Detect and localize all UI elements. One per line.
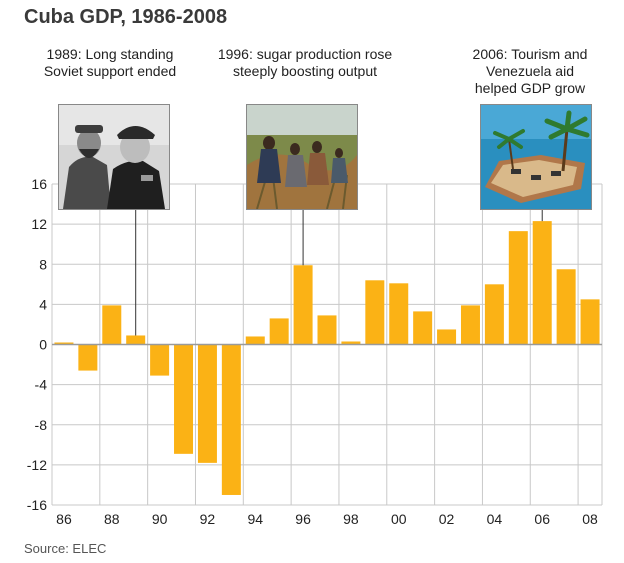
bar-2007: [556, 269, 576, 345]
bar-2002: [437, 329, 457, 345]
y-tick-label: 0: [39, 337, 47, 353]
annotation-1996-line-1: 1996: sugar production rose: [217, 46, 393, 62]
annotation-leaders: [135, 208, 543, 336]
x-tick-label: 96: [295, 511, 311, 527]
bar-1992: [197, 344, 217, 463]
x-tick-label: 02: [439, 511, 455, 527]
bar-1997: [317, 315, 337, 345]
y-tick-label: 4: [39, 296, 47, 312]
bar-1990: [150, 344, 170, 376]
bar-1998: [341, 341, 361, 345]
bars: [54, 221, 600, 495]
bar-2008: [580, 299, 600, 345]
source-note: Source: ELEC: [24, 541, 107, 556]
x-tick-label: 90: [152, 511, 168, 527]
bar-1995: [269, 318, 289, 345]
bar-2004: [484, 284, 504, 345]
y-tick-label: 8: [39, 256, 47, 272]
bar-2006: [532, 221, 552, 345]
bar-1993: [221, 344, 241, 495]
bar-1986: [54, 342, 74, 345]
y-tick-label: 12: [31, 216, 47, 232]
y-tick-label: 16: [31, 176, 47, 192]
sugar-harvest-photo: [246, 104, 358, 210]
x-tick-label: 88: [104, 511, 120, 527]
annotation-1996-line-2: steeply boosting output: [233, 63, 377, 79]
annotation-1989-line-1: 1989: Long standing: [46, 46, 174, 62]
x-tick-label: 94: [247, 511, 263, 527]
bar-2003: [460, 305, 480, 345]
axes: 16 12 8 4 0 -4 -8 -12 -16 86 88 90 92 94 96 98 00 02 04 06 0…: [27, 176, 602, 527]
bar-1996: [293, 265, 313, 345]
bar-1989: [126, 335, 146, 345]
resort-island-photo: [480, 104, 592, 210]
x-tick-label: 86: [56, 511, 72, 527]
bar-2001: [413, 311, 433, 345]
bar-1991: [174, 344, 194, 454]
annotation-2006: 2006: Tourism and Venezuela aid helped G…: [454, 46, 606, 97]
x-tick-label: 98: [343, 511, 359, 527]
y-tick-label: -4: [35, 377, 48, 393]
annotation-2006-line-3: helped GDP grow: [474, 80, 586, 96]
annotation-1996: 1996: sugar production rose steeply boos…: [202, 46, 408, 80]
x-tick-label: 08: [582, 511, 598, 527]
chart-title: Cuba GDP, 1986-2008: [24, 6, 228, 28]
bar-1988: [102, 305, 122, 345]
bar-2005: [508, 231, 528, 345]
annotation-2006-line-1: 2006: Tourism and: [472, 46, 588, 62]
castro-khrushchev-photo: [58, 104, 170, 210]
x-tick-label: 06: [534, 511, 550, 527]
annotation-1989-line-2: Soviet support ended: [43, 63, 177, 79]
bar-1987: [78, 344, 98, 371]
y-tick-label: -12: [27, 457, 47, 473]
x-tick-label: 04: [487, 511, 503, 527]
y-tick-label: -8: [35, 417, 48, 433]
y-tick-label: -16: [27, 497, 47, 513]
annotation-1989: 1989: Long standing Soviet support ended: [24, 46, 196, 80]
x-tick-label: 92: [200, 511, 216, 527]
bar-1994: [245, 336, 265, 345]
bar-1999: [365, 280, 385, 345]
annotation-2006-line-2: Venezuela aid: [486, 63, 574, 79]
x-tick-label: 00: [391, 511, 407, 527]
bar-2000: [389, 283, 409, 345]
